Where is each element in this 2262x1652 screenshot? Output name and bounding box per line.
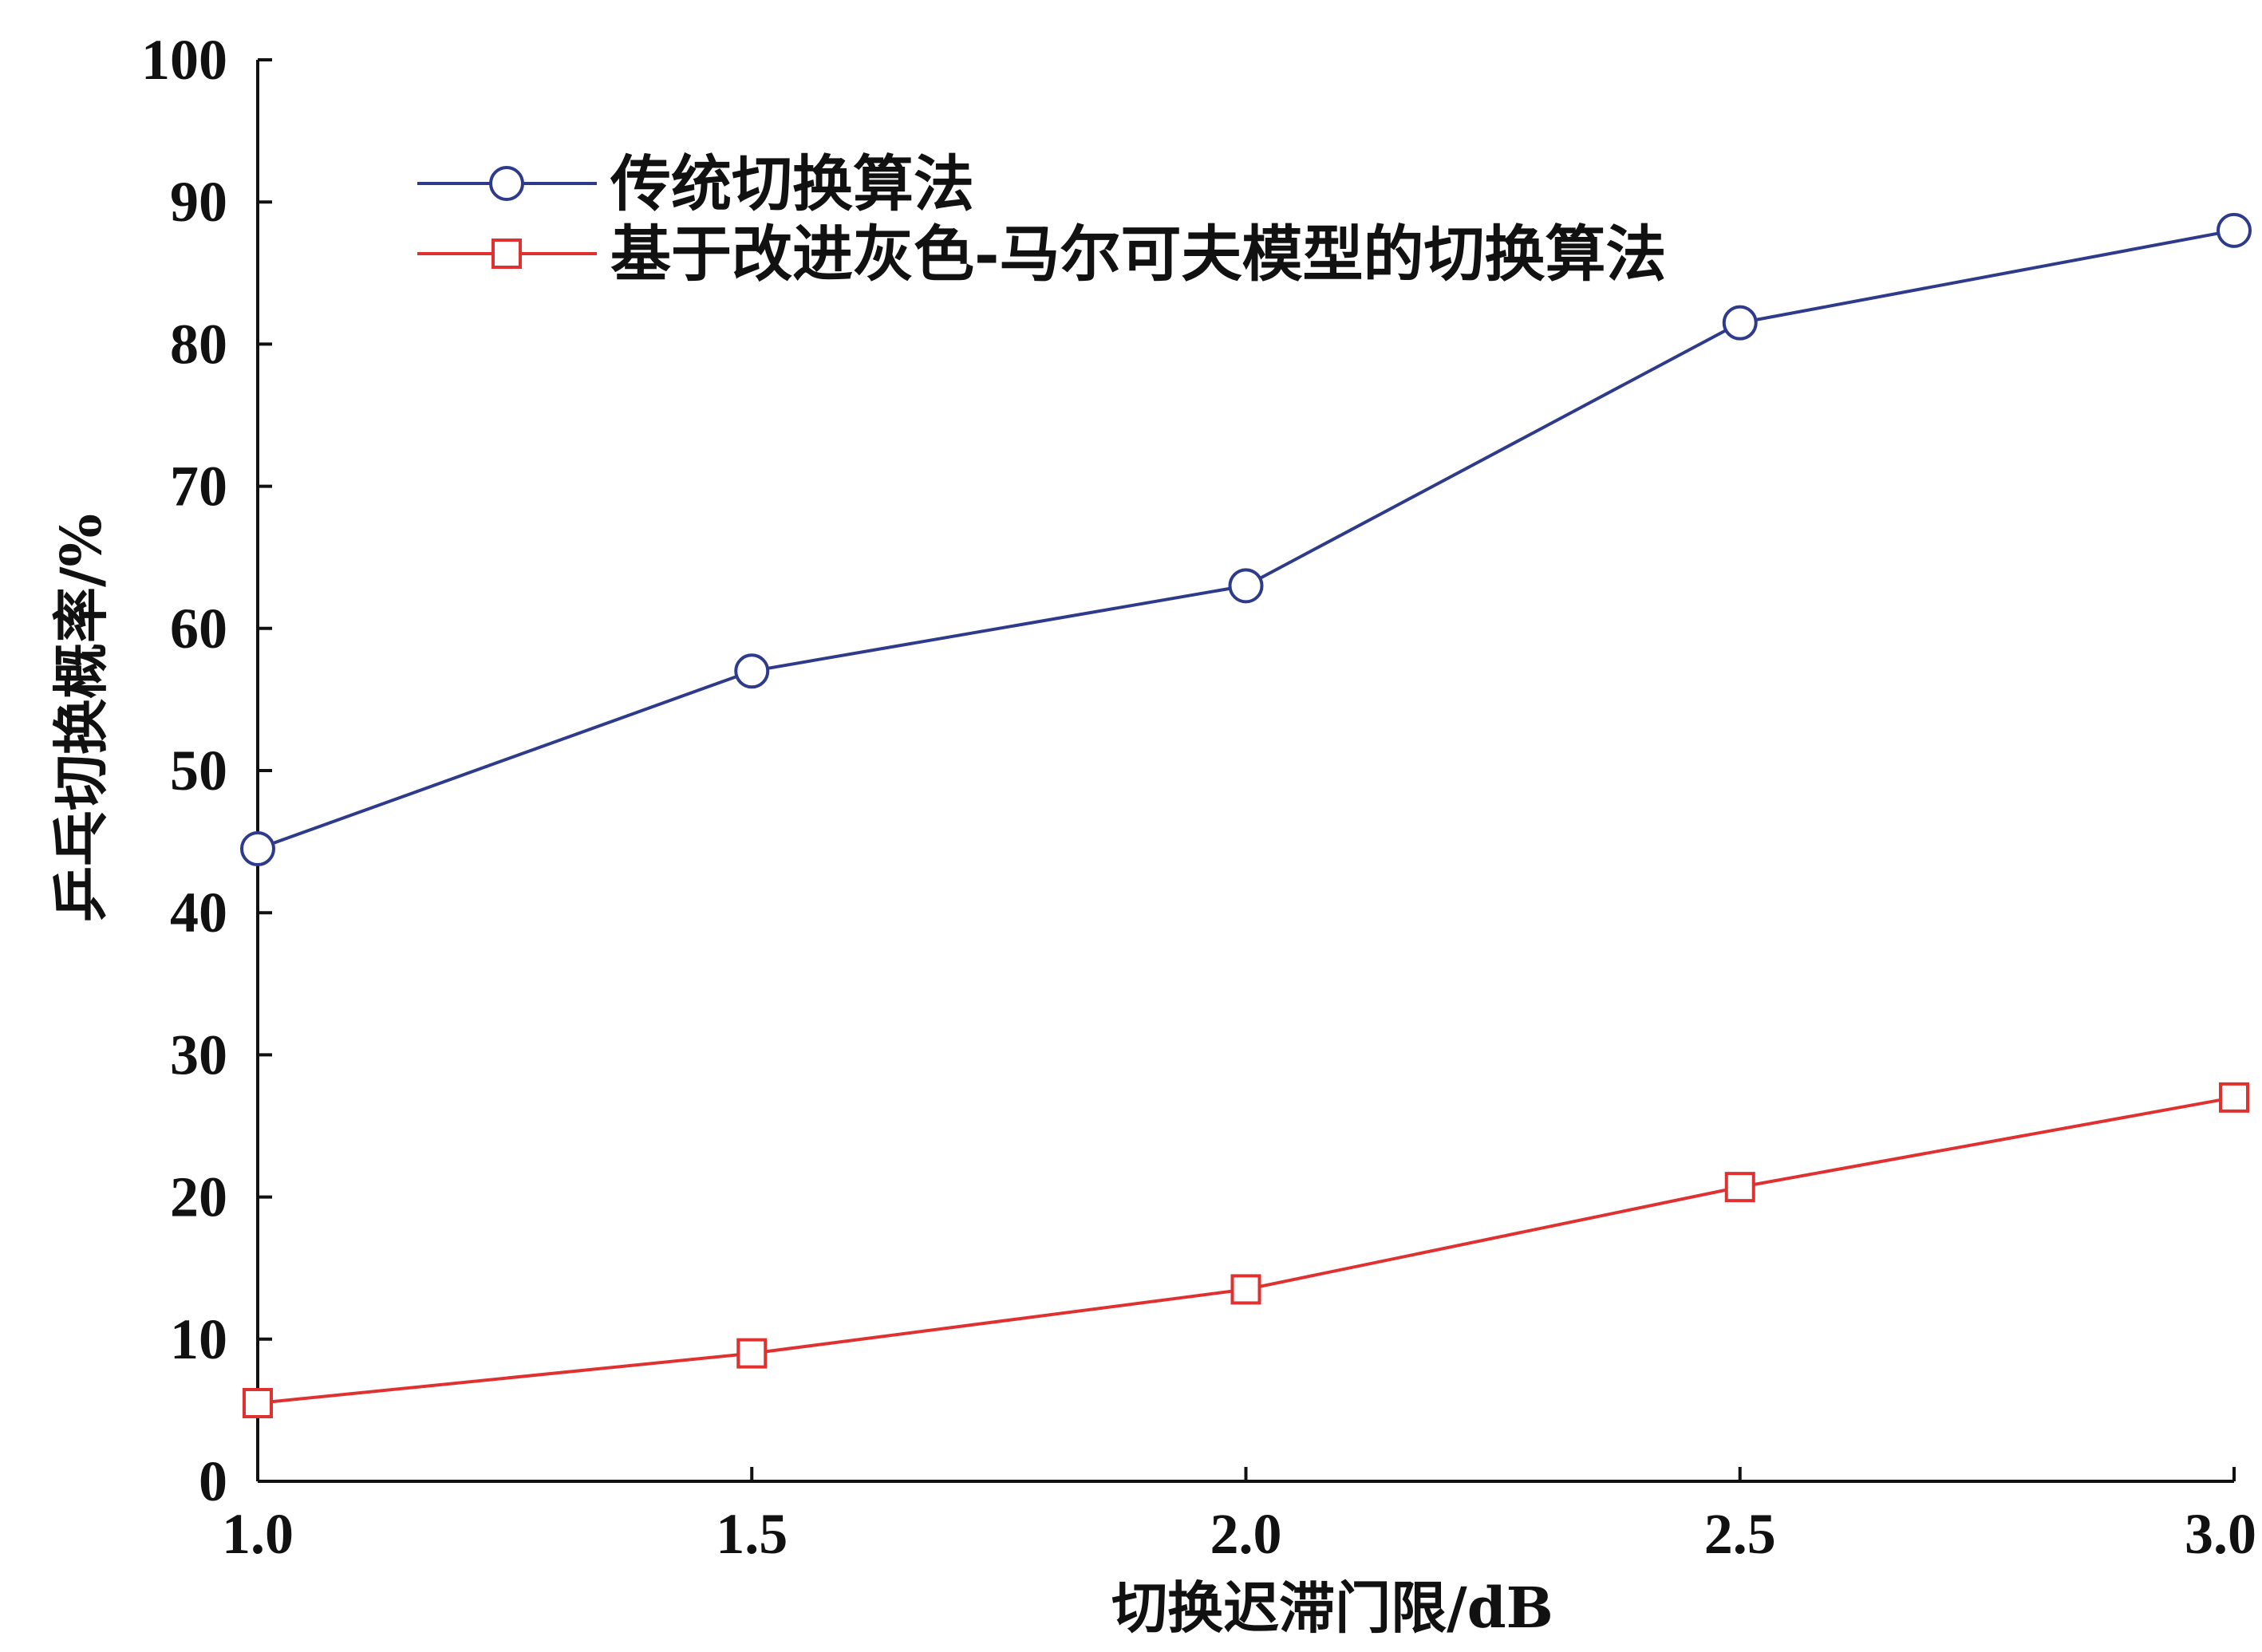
legend-label: 基于改进灰色-马尔可夫模型的切换算法 (610, 219, 1667, 290)
x-tick-label: 1.0 (222, 1502, 294, 1566)
legend-item-1: 传统切换算法 (417, 148, 974, 219)
y-tick-label: 60 (170, 597, 227, 660)
data-point (734, 653, 770, 689)
chart-series-layer (240, 212, 2252, 1418)
data-point (2219, 1082, 2249, 1113)
y-axis-title: 乒乓切换概率/% (48, 514, 114, 922)
legend-label: 传统切换算法 (610, 148, 974, 219)
y-tick-label: 50 (170, 739, 227, 802)
legend-item-2: 基于改进灰色-马尔可夫模型的切换算法 (417, 219, 1667, 290)
data-point (1722, 305, 1758, 341)
series-1 (240, 212, 2252, 867)
legend-marker (489, 166, 524, 201)
data-point (1230, 1274, 1261, 1305)
data-point (736, 1338, 768, 1369)
series-line (257, 1095, 2235, 1405)
x-tick-label: 1.5 (716, 1502, 788, 1566)
y-tick-label: 100 (141, 28, 227, 92)
x-tick-label: 2.5 (1704, 1502, 1776, 1566)
y-tick-label: 80 (170, 312, 227, 376)
data-point (240, 831, 275, 867)
y-tick-label: 0 (199, 1449, 227, 1513)
data-point (1228, 568, 1264, 604)
series-line (257, 228, 2235, 850)
y-tick-label: 90 (170, 170, 227, 234)
data-point (1724, 1172, 1755, 1203)
legend-marker (491, 239, 522, 269)
y-tick-label: 10 (170, 1307, 227, 1371)
chart-ticks: 0 10 20 30 40 50 60 70 80 90 100 1.0 1.5 2.0 2.5 3.0 (141, 28, 2256, 1566)
x-tick-label: 2.0 (1210, 1502, 1282, 1566)
data-point (2217, 212, 2252, 248)
data-point (243, 1387, 273, 1418)
x-axis-title: 切换迟滞门限/dB (1111, 1575, 1553, 1641)
y-tick-label: 40 (170, 881, 227, 944)
y-tick-label: 30 (170, 1023, 227, 1086)
series-2 (243, 1082, 2249, 1418)
x-tick-label: 3.0 (2185, 1502, 2256, 1566)
y-tick-label: 70 (170, 455, 227, 518)
y-tick-label: 20 (170, 1165, 227, 1229)
